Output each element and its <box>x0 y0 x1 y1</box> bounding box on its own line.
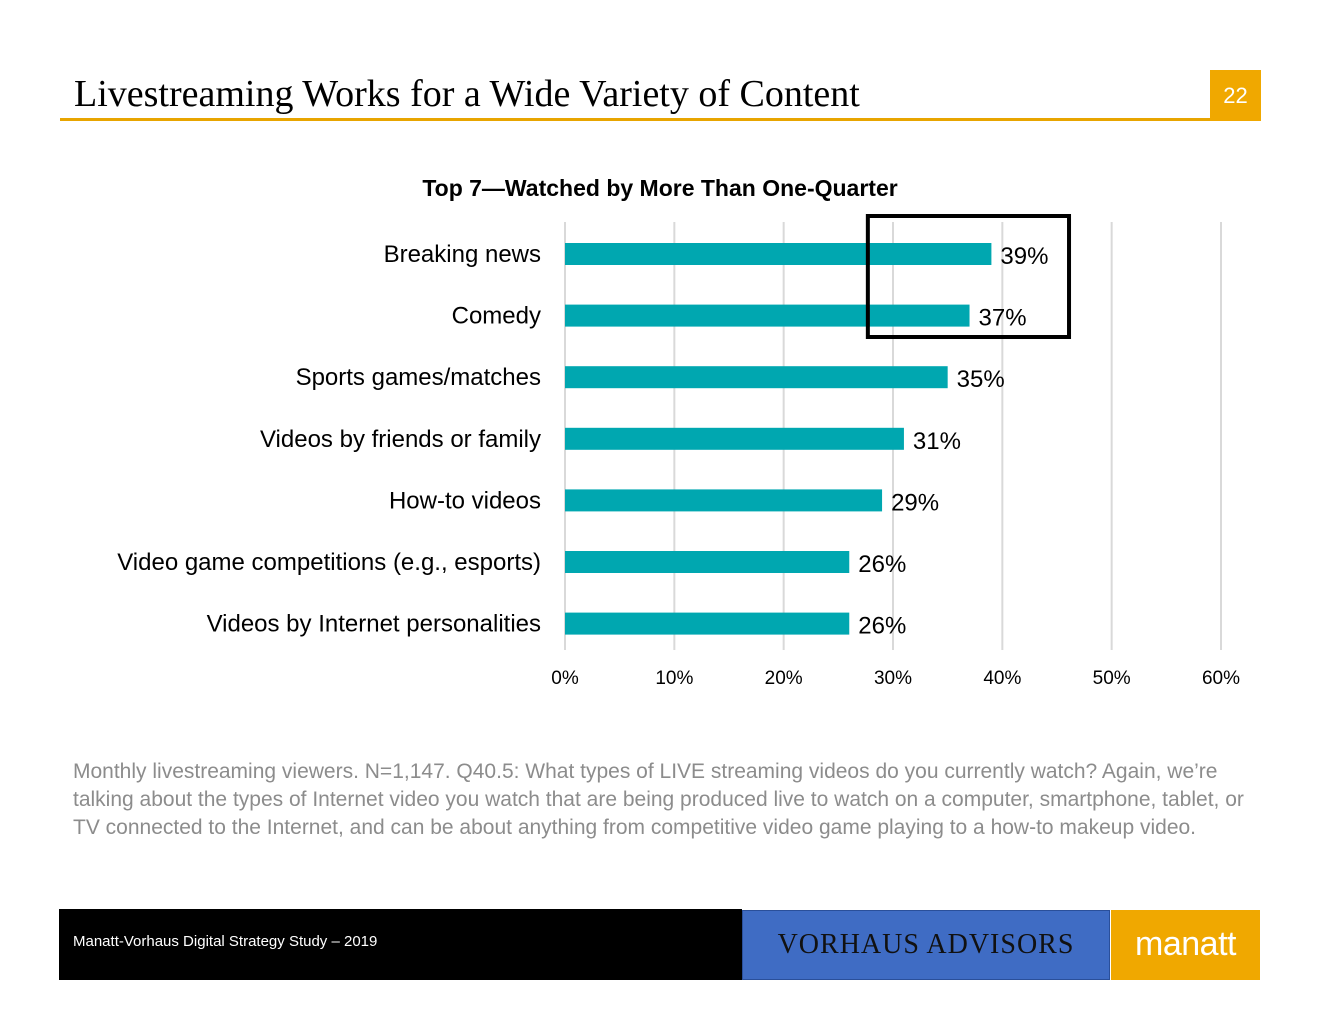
data-label-2: 35% <box>957 366 1005 393</box>
bar-1 <box>565 304 970 327</box>
x-tick-label-2: 20% <box>765 668 803 689</box>
category-label-0: Breaking news <box>384 241 541 268</box>
vorhaus-advisors-logo: VORHAUS ADVISORS <box>742 910 1110 980</box>
bar-chart: Top 7—Watched by More Than One-Quarter B… <box>117 175 1240 689</box>
data-label-5: 26% <box>858 551 906 578</box>
x-tick-label-4: 40% <box>983 668 1021 689</box>
highlight-box <box>865 214 1072 339</box>
footnote: Monthly livestreaming viewers. N=1,147. … <box>73 760 1244 839</box>
footer-bar: Manatt-Vorhaus Digital Strategy Study – … <box>59 909 742 980</box>
x-tick-label-6: 60% <box>1202 668 1240 689</box>
manatt-logo: manatt <box>1111 910 1260 980</box>
category-label-3: Videos by friends or family <box>260 426 541 453</box>
slide-title: Livestreaming Works for a Wide Variety o… <box>74 73 860 115</box>
bar-0 <box>565 243 992 265</box>
bar-4 <box>565 489 883 512</box>
x-tick-label-1: 10% <box>655 668 693 689</box>
x-axis-tick-labels: 0% 10% 20% 30% 40% 50% 60% <box>551 668 1240 689</box>
category-label-5: Video game competitions (e.g., esports) <box>117 549 541 576</box>
page-number: 22 <box>1210 70 1261 121</box>
category-labels: Breaking news Comedy Sports games/matches V… <box>117 241 541 638</box>
category-label-4: How-to videos <box>389 487 541 514</box>
title-divider <box>60 118 1261 121</box>
bar-6 <box>565 612 850 635</box>
x-tick-label-3: 30% <box>874 668 912 689</box>
category-label-2: Sports games/matches <box>296 364 541 391</box>
chart-title: Top 7—Watched by More Than One-Quarter <box>422 175 897 201</box>
bar-2 <box>565 366 948 389</box>
x-tick-label-0: 0% <box>551 668 579 689</box>
category-label-1: Comedy <box>452 303 541 330</box>
data-label-0: 39% <box>1000 243 1048 270</box>
data-label-4: 29% <box>891 489 939 516</box>
data-label-6: 26% <box>858 613 906 640</box>
data-labels: 39% 37% 35% 31% 29% 26% 26% <box>858 243 1048 640</box>
x-tick-label-5: 50% <box>1093 668 1131 689</box>
category-label-6: Videos by Internet personalities <box>207 611 541 638</box>
data-label-3: 31% <box>913 428 961 455</box>
bar-5 <box>565 551 850 573</box>
footer-study-text: Manatt-Vorhaus Digital Strategy Study – … <box>73 933 378 950</box>
bar-3 <box>565 427 904 450</box>
data-label-1: 37% <box>979 305 1027 332</box>
